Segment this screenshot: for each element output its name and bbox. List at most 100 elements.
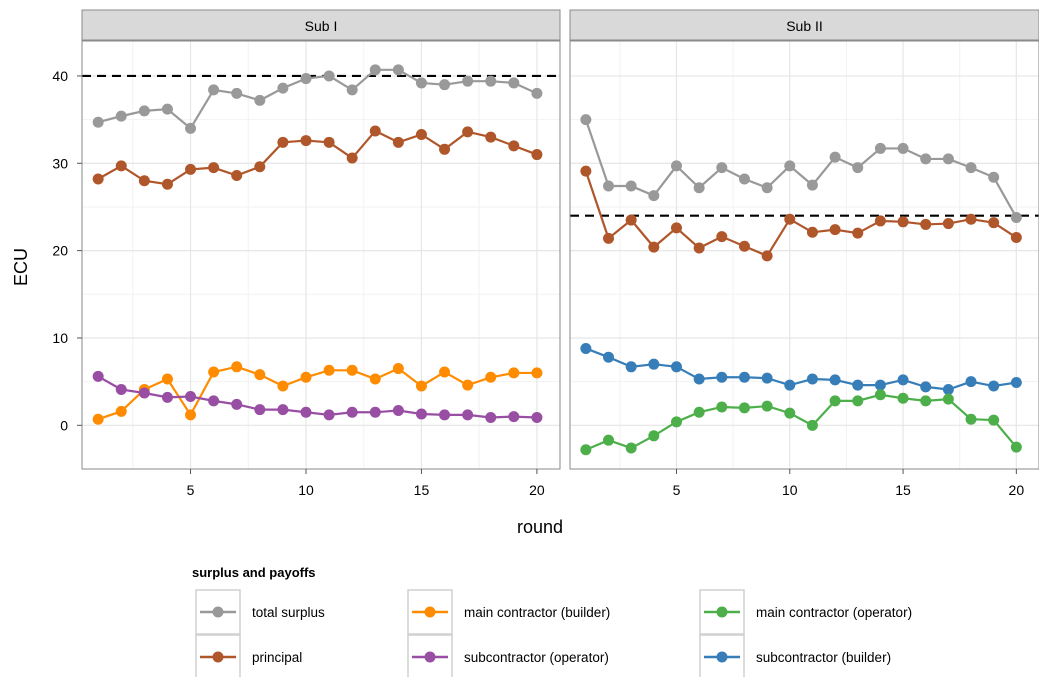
data-point [208,395,220,407]
data-point [508,367,520,379]
data-point [531,411,543,423]
data-point [346,364,358,376]
data-point [852,379,864,391]
data-point [185,391,197,403]
legend-key-point [424,606,436,618]
data-point [485,131,497,143]
data-point [761,250,773,262]
series-principal [580,165,1022,262]
data-point [761,372,773,384]
y-tick-label: 40 [52,68,68,84]
data-point [806,373,818,385]
data-point [415,77,427,89]
data-point [693,373,705,385]
data-point [277,380,289,392]
legend: surplus and payoffs total surplus main con… [192,565,912,677]
data-point [138,387,150,399]
data-point [462,126,474,138]
plot-area [570,41,1039,469]
data-point [369,373,381,385]
data-point [508,77,520,89]
data-point [625,214,637,226]
data-point [485,411,497,423]
data-point [231,87,243,99]
data-point [161,373,173,385]
data-point [300,406,312,418]
data-point [439,366,451,378]
data-point [829,151,841,163]
data-point [988,171,1000,183]
data-point [738,240,750,252]
data-point [580,114,592,126]
data-point [965,413,977,425]
legend-item: main contractor (builder) [407,589,610,635]
data-point [920,381,932,393]
series-subcontractor-builder- [580,342,1022,396]
legend-label: subcontractor (builder) [756,650,891,665]
x-tick-label: 10 [782,482,798,498]
legend-title: surplus and payoffs [192,565,316,580]
x-tick-label: 5 [673,482,681,498]
data-point [323,409,335,421]
data-point [738,173,750,185]
data-point [648,358,660,370]
data-point [161,178,173,190]
data-point [161,103,173,115]
data-point [392,363,404,375]
y-tick-label: 30 [52,155,68,171]
data-point [965,376,977,388]
data-point [369,125,381,137]
data-point [920,395,932,407]
data-point [580,444,592,456]
series-subcontractor-operator- [92,370,543,423]
data-point [761,182,773,194]
data-point [852,395,864,407]
series-total-surplus [580,114,1022,223]
legend-item: main contractor (operator) [699,589,912,635]
y-tick-label: 10 [52,330,68,346]
data-point [92,370,104,382]
data-point [462,75,474,87]
data-point [254,161,266,173]
data-point [784,379,796,391]
data-point [625,442,637,454]
data-point [942,218,954,230]
data-point [415,408,427,420]
data-point [693,242,705,254]
data-point [208,162,220,174]
plot-area [82,41,560,469]
data-point [462,379,474,391]
data-point [648,190,660,202]
data-point [508,411,520,423]
panel-title: Sub I [305,18,338,34]
data-point [323,70,335,82]
data-point [254,94,266,106]
data-point [603,232,615,244]
x-tick-label: 15 [895,482,911,498]
legend-key-point [716,606,728,618]
data-point [625,180,637,192]
data-point [254,404,266,416]
data-point [806,226,818,238]
data-point [231,398,243,410]
data-point [1010,377,1022,389]
data-point [392,404,404,416]
panel-border [81,40,561,470]
data-point [988,414,1000,426]
data-point [716,371,728,383]
data-point [1010,441,1022,453]
data-point [115,405,127,417]
legend-item: subcontractor (builder) [699,634,891,677]
y-tick-label: 0 [60,417,68,433]
data-point [185,409,197,421]
legend-item: principal [195,634,302,677]
data-point [852,227,864,239]
data-point [920,218,932,230]
data-point [897,374,909,386]
legend-label: total surplus [252,605,325,620]
series-principal [92,125,543,190]
data-point [300,371,312,383]
data-point [580,165,592,177]
data-point [185,163,197,175]
data-point [138,175,150,187]
